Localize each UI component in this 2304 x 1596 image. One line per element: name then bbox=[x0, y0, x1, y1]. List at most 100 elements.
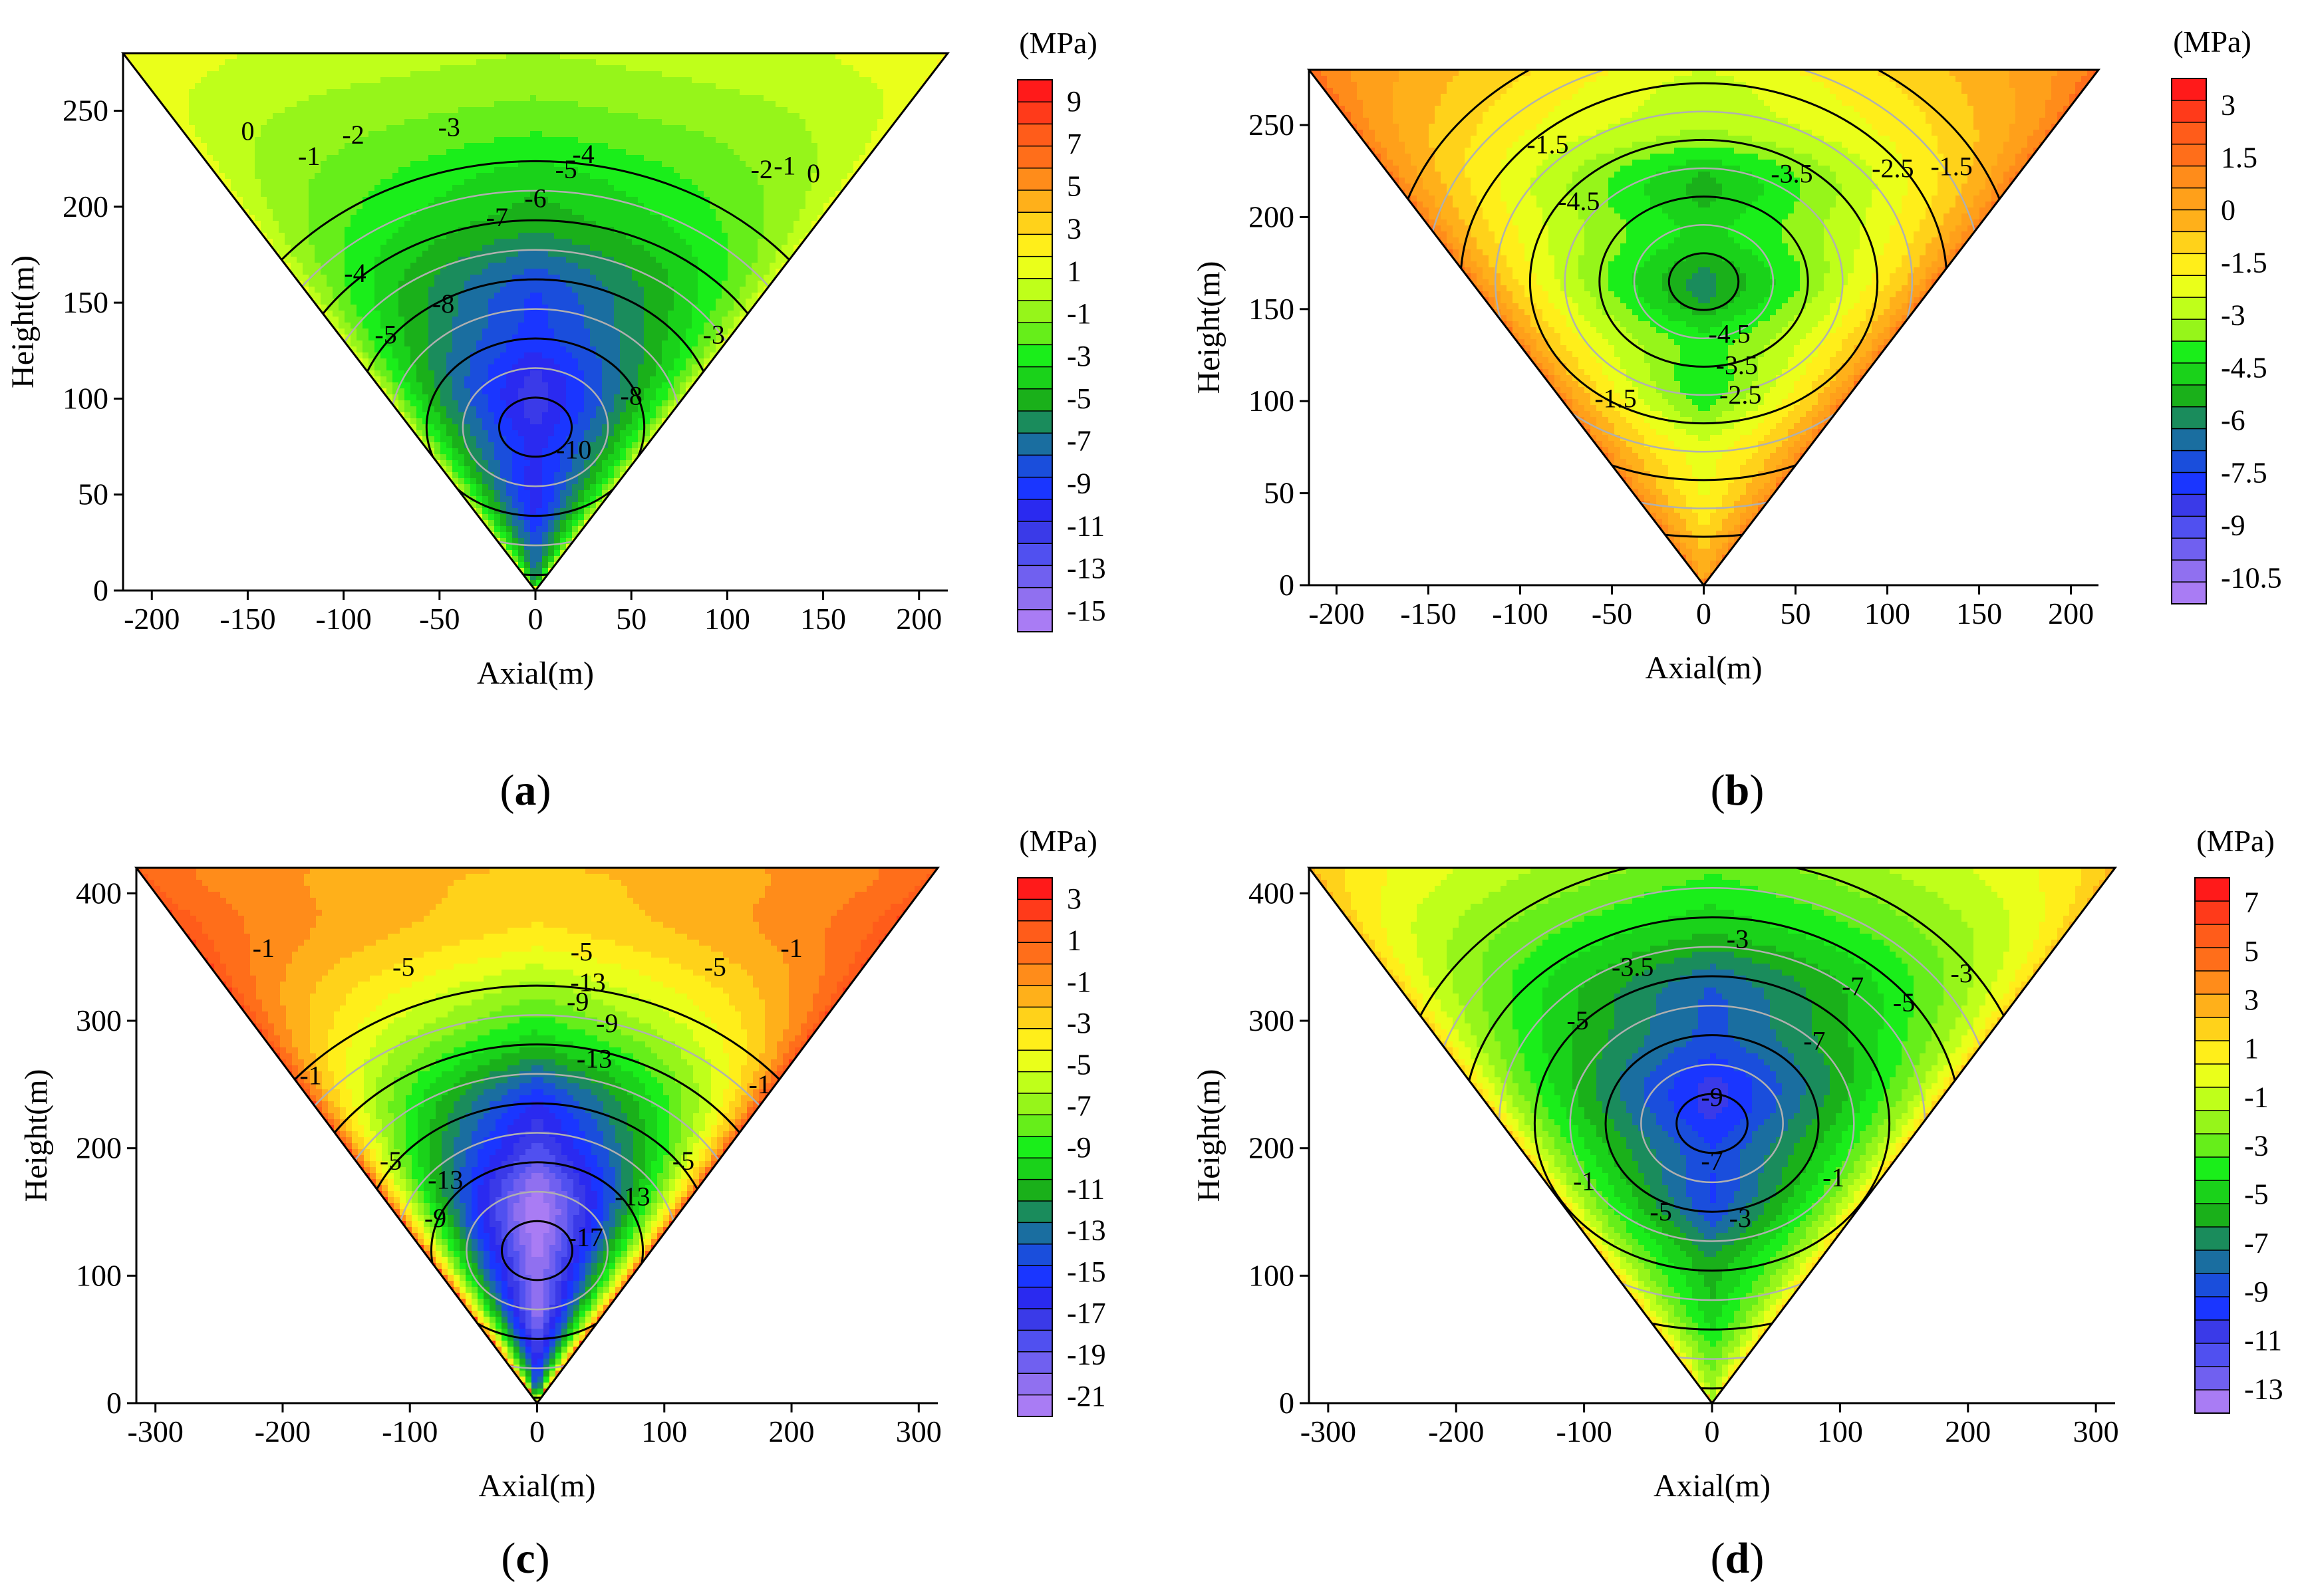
field-cell bbox=[255, 77, 261, 84]
field-cell bbox=[512, 233, 519, 239]
field-cell bbox=[440, 167, 447, 174]
field-cell bbox=[728, 107, 734, 114]
field-cell bbox=[608, 233, 615, 239]
field-cell bbox=[859, 233, 866, 239]
field-cell bbox=[255, 257, 261, 263]
field-cell bbox=[925, 59, 932, 66]
field-cell bbox=[488, 65, 495, 72]
field-cell bbox=[494, 71, 501, 78]
field-cell bbox=[901, 221, 908, 227]
field-cell bbox=[380, 203, 387, 209]
field-cell bbox=[267, 89, 273, 96]
field-cell bbox=[668, 77, 674, 84]
field-cell bbox=[554, 119, 561, 126]
field-cell bbox=[380, 215, 387, 221]
field-cell bbox=[620, 59, 627, 66]
field-cell bbox=[734, 107, 740, 114]
field-cell bbox=[500, 245, 507, 251]
field-cell bbox=[267, 71, 273, 78]
field-cell bbox=[614, 53, 621, 60]
field-cell bbox=[315, 233, 321, 239]
field-cell bbox=[512, 161, 519, 168]
field-cell bbox=[584, 143, 591, 150]
field-cell bbox=[901, 119, 908, 126]
field-cell bbox=[644, 191, 650, 198]
field-cell bbox=[153, 155, 160, 162]
field-cell bbox=[734, 197, 740, 203]
field-cell bbox=[560, 131, 567, 138]
field-cell bbox=[243, 161, 249, 168]
field-cell bbox=[692, 65, 698, 72]
field-cell bbox=[189, 263, 196, 269]
field-cell bbox=[907, 209, 914, 215]
field-cell bbox=[883, 227, 890, 233]
field-cell bbox=[500, 227, 507, 233]
field-cell bbox=[446, 101, 453, 108]
field-cell bbox=[704, 251, 710, 257]
field-cell bbox=[345, 185, 351, 192]
field-cell bbox=[476, 149, 483, 156]
field-cell bbox=[177, 269, 184, 275]
field-cell bbox=[776, 53, 782, 60]
field-cell bbox=[614, 239, 621, 245]
field-cell bbox=[135, 179, 142, 186]
field-cell bbox=[434, 209, 441, 215]
field-cell bbox=[542, 251, 549, 257]
field-cell bbox=[452, 203, 459, 209]
field-cell bbox=[345, 107, 351, 114]
field-cell bbox=[847, 125, 854, 132]
field-cell bbox=[865, 161, 872, 168]
field-cell bbox=[889, 53, 896, 60]
field-cell bbox=[392, 119, 399, 126]
field-cell bbox=[776, 185, 782, 192]
field-cell bbox=[656, 173, 662, 180]
field-cell bbox=[572, 101, 579, 108]
field-cell bbox=[368, 101, 375, 108]
field-cell bbox=[404, 101, 411, 108]
field-cell bbox=[895, 143, 902, 150]
field-cell bbox=[686, 173, 692, 180]
field-cell bbox=[303, 155, 309, 162]
field-cell bbox=[817, 71, 824, 78]
field-cell bbox=[859, 95, 866, 102]
field-cell bbox=[524, 221, 531, 227]
field-cell bbox=[201, 251, 208, 257]
field-cell bbox=[758, 101, 764, 108]
field-cell bbox=[740, 209, 746, 215]
field-cell bbox=[853, 245, 860, 251]
field-cell bbox=[799, 209, 806, 215]
field-cell bbox=[877, 167, 884, 174]
field-cell bbox=[847, 161, 854, 168]
field-cell bbox=[518, 179, 525, 186]
field-cell bbox=[333, 71, 339, 78]
field-cell bbox=[943, 185, 948, 192]
field-cell bbox=[362, 179, 369, 186]
field-cell bbox=[841, 65, 848, 72]
field-cell bbox=[889, 173, 896, 180]
field-cell bbox=[686, 233, 692, 239]
field-cell bbox=[782, 77, 788, 84]
field-cell bbox=[339, 149, 345, 156]
field-cell bbox=[716, 221, 722, 227]
field-cell bbox=[758, 161, 764, 168]
field-cell bbox=[243, 173, 249, 180]
field-cell bbox=[165, 233, 172, 239]
field-cell bbox=[321, 167, 327, 174]
field-cell bbox=[644, 107, 650, 114]
field-cell bbox=[279, 203, 285, 209]
field-cell bbox=[297, 83, 303, 90]
field-cell bbox=[686, 239, 692, 245]
field-cell bbox=[817, 239, 824, 245]
field-cell bbox=[141, 137, 148, 144]
field-cell bbox=[159, 59, 166, 66]
field-cell bbox=[309, 71, 315, 78]
field-cell bbox=[566, 245, 573, 251]
field-cell bbox=[506, 77, 513, 84]
field-cell bbox=[291, 239, 297, 245]
field-cell bbox=[267, 149, 273, 156]
field-cell bbox=[207, 77, 214, 84]
field-cell bbox=[458, 215, 465, 221]
field-cell bbox=[482, 155, 489, 162]
field-cell bbox=[793, 191, 800, 198]
field-cell bbox=[805, 245, 812, 251]
